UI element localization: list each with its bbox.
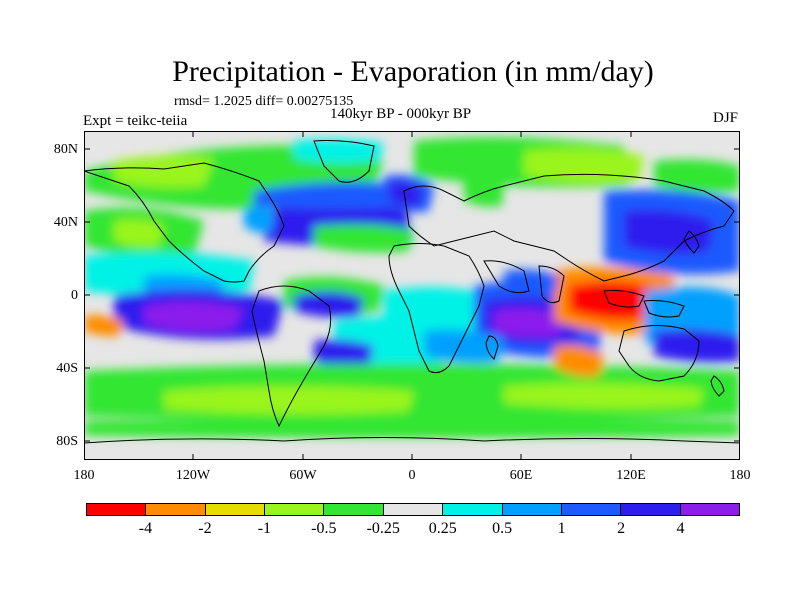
legend-label: -0.5 xyxy=(311,520,337,537)
coastlines xyxy=(84,140,740,444)
legend-label: -4 xyxy=(138,520,153,537)
x-tick-180w: 180 xyxy=(73,468,95,483)
legend-swatch xyxy=(502,504,562,515)
legend-swatch xyxy=(324,504,384,515)
stats-text: rmsd= 1.2025 diff= 0.00275135 xyxy=(174,94,354,109)
legend-label: -1 xyxy=(257,520,272,537)
legend-swatch xyxy=(561,504,622,515)
x-tick-120w: 120W xyxy=(175,468,211,483)
legend-label: 2 xyxy=(617,520,626,537)
x-tick-60w: 60W xyxy=(289,468,317,483)
legend-swatch xyxy=(205,504,266,515)
experiment-label: Expt = teikc-teiia xyxy=(83,113,188,129)
legend-swatch xyxy=(680,504,739,515)
legend-label: 0.25 xyxy=(428,520,457,537)
y-tick-80n: 80N xyxy=(53,142,78,157)
x-tick-120e: 120E xyxy=(616,468,646,483)
legend-swatch xyxy=(87,504,147,515)
legend-swatch xyxy=(443,504,503,515)
legend-swatch xyxy=(265,504,325,515)
y-tick-40n: 40N xyxy=(53,215,78,230)
season-label: DJF xyxy=(712,110,738,126)
x-tick-0: 0 xyxy=(408,468,416,483)
y-tick-80s: 80S xyxy=(56,434,78,449)
legend-swatch xyxy=(621,504,681,515)
legend-label: 4 xyxy=(676,520,685,537)
legend-label: -2 xyxy=(198,520,212,537)
tick-marks xyxy=(84,131,740,460)
x-tick-60e: 60E xyxy=(509,468,533,483)
color-legend xyxy=(86,503,740,516)
legend-swatch xyxy=(383,504,444,515)
legend-label: 0.5 xyxy=(492,520,513,537)
y-tick-0: 0 xyxy=(71,288,78,303)
y-tick-40s: 40S xyxy=(56,361,78,376)
map-title: Precipitation - Evaporation (in mm/day) xyxy=(172,55,654,88)
legend-label: -0.25 xyxy=(366,520,400,537)
period-label: 140kyr BP - 000kyr BP xyxy=(330,106,472,122)
x-tick-180e: 180 xyxy=(729,468,751,483)
legend-swatch xyxy=(146,504,206,515)
world-map xyxy=(84,131,740,460)
legend-label: 1 xyxy=(557,520,566,537)
